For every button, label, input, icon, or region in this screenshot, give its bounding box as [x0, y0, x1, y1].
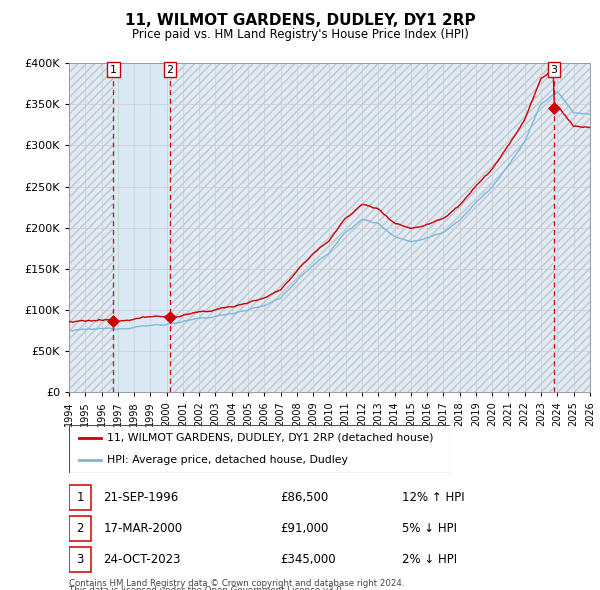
Text: 11, WILMOT GARDENS, DUDLEY, DY1 2RP: 11, WILMOT GARDENS, DUDLEY, DY1 2RP	[125, 13, 475, 28]
Text: 2: 2	[167, 64, 173, 74]
FancyBboxPatch shape	[69, 485, 91, 510]
Text: HPI: Average price, detached house, Dudley: HPI: Average price, detached house, Dudl…	[107, 455, 348, 465]
Text: 3: 3	[551, 64, 557, 74]
Text: This data is licensed under the Open Government Licence v3.0.: This data is licensed under the Open Gov…	[69, 586, 344, 590]
Text: Price paid vs. HM Land Registry's House Price Index (HPI): Price paid vs. HM Land Registry's House …	[131, 28, 469, 41]
Text: 2: 2	[76, 522, 84, 535]
Text: £91,000: £91,000	[280, 522, 329, 535]
Text: 1: 1	[76, 491, 84, 504]
Text: 5% ↓ HPI: 5% ↓ HPI	[401, 522, 457, 535]
Text: 24-OCT-2023: 24-OCT-2023	[103, 553, 181, 566]
Text: £345,000: £345,000	[280, 553, 336, 566]
Text: 11, WILMOT GARDENS, DUDLEY, DY1 2RP (detached house): 11, WILMOT GARDENS, DUDLEY, DY1 2RP (det…	[107, 433, 434, 443]
Text: 12% ↑ HPI: 12% ↑ HPI	[401, 491, 464, 504]
Text: 21-SEP-1996: 21-SEP-1996	[103, 491, 179, 504]
FancyBboxPatch shape	[69, 516, 91, 541]
Text: £86,500: £86,500	[280, 491, 328, 504]
Text: 17-MAR-2000: 17-MAR-2000	[103, 522, 182, 535]
Text: 2% ↓ HPI: 2% ↓ HPI	[401, 553, 457, 566]
Text: 3: 3	[76, 553, 84, 566]
FancyBboxPatch shape	[69, 547, 91, 572]
Text: Contains HM Land Registry data © Crown copyright and database right 2024.: Contains HM Land Registry data © Crown c…	[69, 579, 404, 588]
Text: 1: 1	[110, 64, 117, 74]
